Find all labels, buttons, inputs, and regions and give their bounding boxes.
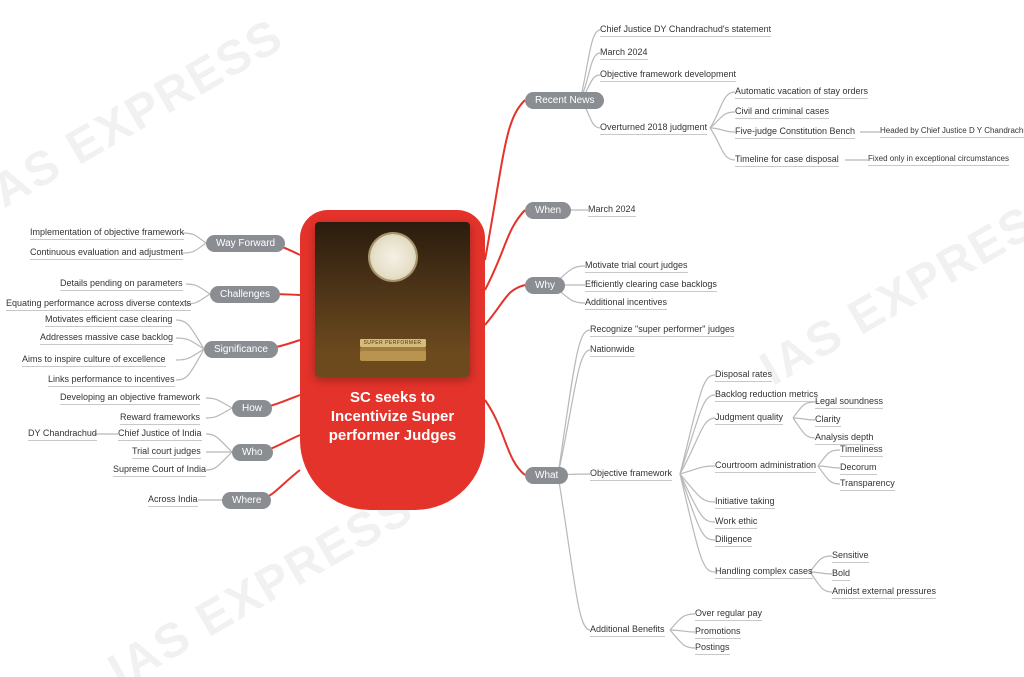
leaf: Details pending on parameters (60, 278, 183, 291)
leaf: Across India (148, 494, 198, 507)
leaf: Chief Justice DY Chandrachud's statement (600, 24, 771, 37)
leaf: Efficiently clearing case backlogs (585, 279, 717, 292)
node-why: Why (525, 277, 565, 294)
leaf: Amidst external pressures (832, 586, 936, 599)
leaf: Over regular pay (695, 608, 762, 621)
leaf: Supreme Court of India (113, 464, 206, 477)
node-what: What (525, 467, 568, 484)
watermark: IAS EXPRESS (0, 8, 293, 227)
center-root: SUPER PERFORMER SC seeks to Incentivize … (300, 210, 485, 510)
node-who: Who (232, 444, 273, 461)
node-when: When (525, 202, 571, 219)
watermark: IAS EXPRESS (751, 178, 1024, 397)
leaf: Legal soundness (815, 396, 883, 409)
leaf: Disposal rates (715, 369, 772, 382)
leaf: Sensitive (832, 550, 869, 563)
leaf: Timeliness (840, 444, 883, 457)
leaf: Reward frameworks (120, 412, 200, 425)
node-challenges: Challenges (210, 286, 280, 303)
leaf: Nationwide (590, 344, 635, 357)
leaf: Courtroom administration (715, 460, 816, 473)
leaf: Additional incentives (585, 297, 667, 310)
leaf-detail: DY Chandrachud (28, 428, 97, 441)
leaf-detail: Fixed only in exceptional circumstances (868, 154, 1009, 166)
leaf: Developing an objective framework (60, 392, 200, 405)
center-title: SC seeks to Incentivize Super performer … (312, 389, 473, 445)
leaf: Handling complex cases (715, 566, 813, 579)
node-recent-news: Recent News (525, 92, 604, 109)
leaf: Initiative taking (715, 496, 775, 509)
leaf: Equating performance across diverse cont… (6, 298, 191, 311)
leaf: Clarity (815, 414, 841, 427)
leaf: Links performance to incentives (48, 374, 175, 387)
leaf: Judgment quality (715, 412, 783, 425)
leaf: Backlog reduction metrics (715, 389, 818, 402)
leaf: Aims to inspire culture of excellence (22, 354, 166, 367)
leaf: Automatic vacation of stay orders (735, 86, 868, 99)
leaf: Decorum (840, 462, 877, 475)
center-image-caption: SUPER PERFORMER (359, 339, 425, 347)
node-how: How (232, 400, 272, 417)
leaf: Recognize "super performer" judges (590, 324, 734, 337)
leaf: Timeline for case disposal (735, 154, 839, 167)
leaf: Bold (832, 568, 850, 581)
leaf: Overturned 2018 judgment (600, 122, 707, 135)
node-way-forward: Way Forward (206, 235, 285, 252)
leaf: Continuous evaluation and adjustment (30, 247, 183, 260)
leaf: Trial court judges (132, 446, 201, 459)
leaf: Motivates efficient case clearing (45, 314, 172, 327)
leaf-detail: Headed by Chief Justice D Y Chandrachud (880, 126, 1024, 138)
leaf: Chief Justice of India (118, 428, 202, 441)
leaf: Objective framework (590, 468, 672, 481)
node-significance: Significance (204, 341, 278, 358)
leaf: Motivate trial court judges (585, 260, 688, 273)
leaf: Addresses massive case backlog (40, 332, 173, 345)
center-image: SUPER PERFORMER (315, 222, 470, 377)
leaf: Additional Benefits (590, 624, 665, 637)
leaf: Five-judge Constitution Bench (735, 126, 855, 139)
leaf: Objective framework development (600, 69, 736, 82)
leaf: Diligence (715, 534, 752, 547)
leaf: Civil and criminal cases (735, 106, 829, 119)
leaf: March 2024 (600, 47, 648, 60)
leaf: Transparency (840, 478, 895, 491)
leaf: Postings (695, 642, 730, 655)
leaf: March 2024 (588, 204, 636, 217)
leaf: Work ethic (715, 516, 757, 529)
leaf: Promotions (695, 626, 741, 639)
leaf: Implementation of objective framework (30, 227, 184, 240)
node-where: Where (222, 492, 271, 509)
